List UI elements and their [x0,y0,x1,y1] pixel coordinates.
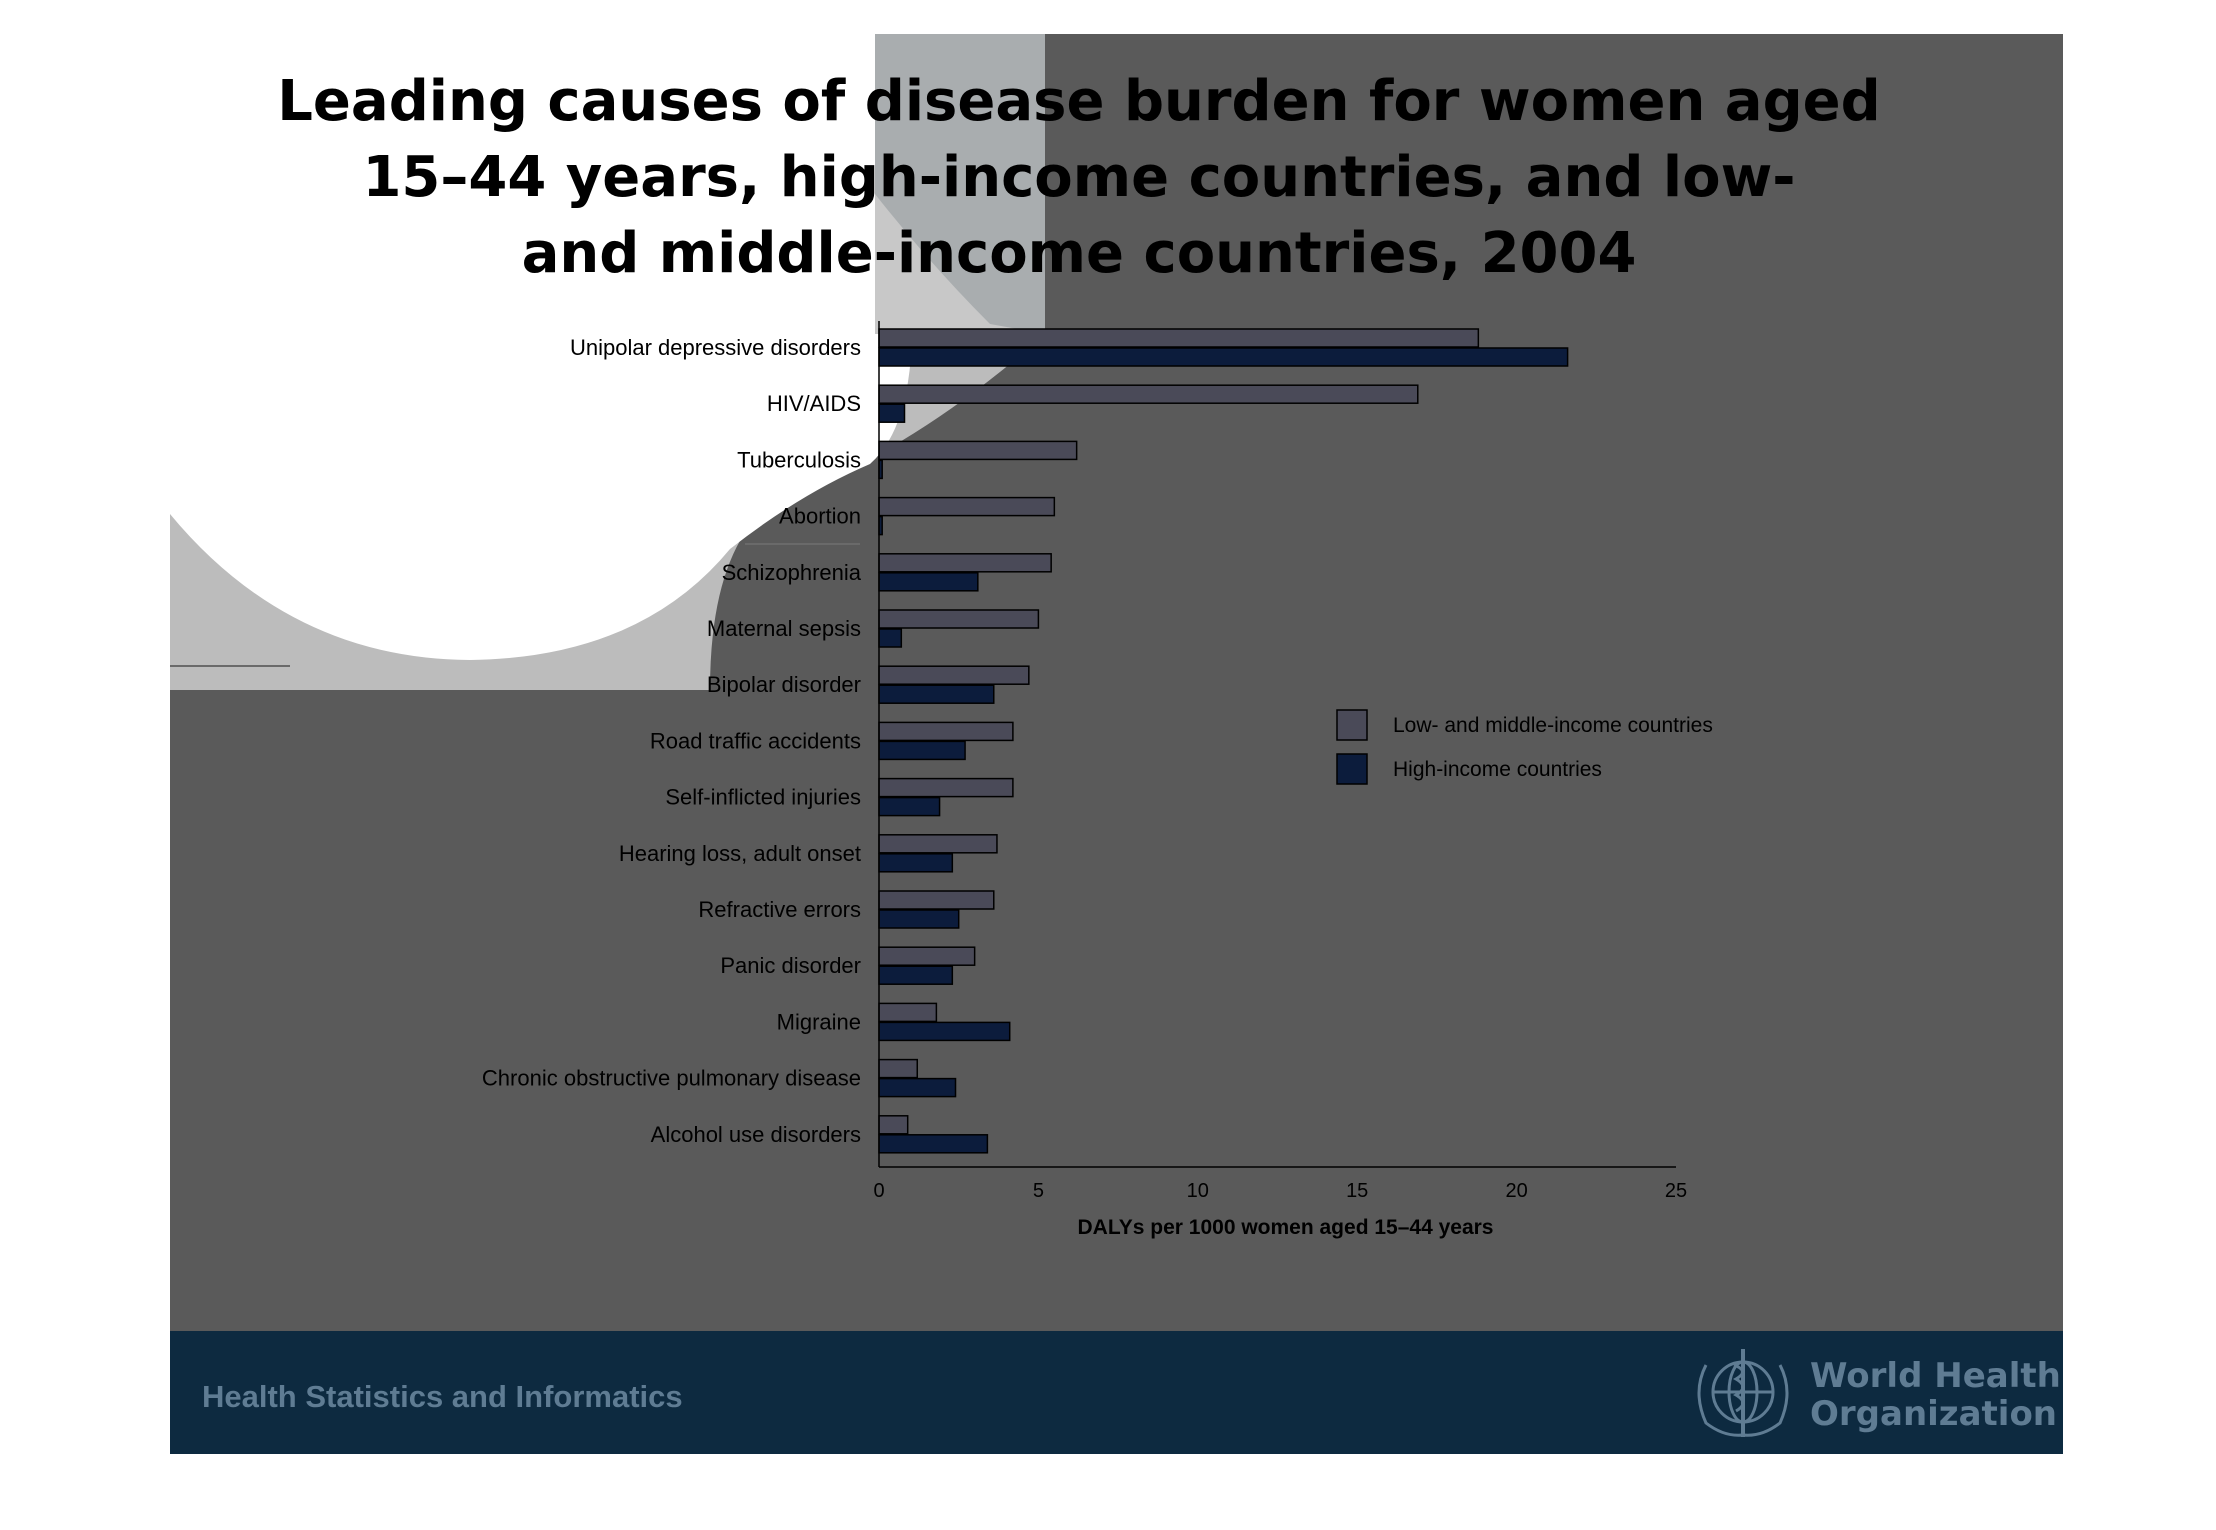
bar-high-income-11 [878,965,954,985]
category-label-2: Tuberculosis [737,447,861,472]
bar-low-middle-income-2 [878,440,1078,461]
x-tick-label-25: 25 [1665,1180,1687,1202]
slide-title: Leading causes of disease burden for wom… [170,64,1988,292]
bar-low-middle-income-9 [878,834,998,854]
bar-low-middle-income-13 [878,1058,919,1079]
category-label-13: Chronic obstructive pulmonary disease [482,1066,861,1091]
bar-low-middle-income-11 [878,946,976,966]
bar-group [878,328,1569,1154]
x-tick-label-10: 10 [1187,1180,1209,1202]
bar-high-income-10 [878,909,960,929]
category-labels: Unipolar depressive disorders HIV/AIDS Tub… [482,335,862,1147]
category-label-11: Panic disorder [720,953,861,978]
bar-low-middle-income-8 [878,777,1014,798]
legend-label-high-income: High-income countries [1393,758,1602,781]
bar-low-middle-income-14 [878,1115,909,1135]
bar-high-income-5 [878,628,903,648]
bar-low-middle-income-7 [878,721,1014,742]
title-line-3: and middle-income countries, 2004 [521,221,1637,286]
who-name-line-1: World Health [1810,1356,2061,1396]
x-tick-label-20: 20 [1505,1180,1527,1202]
x-axis-label: DALYs per 1000 women aged 15–44 years [1078,1216,1494,1239]
bar-low-middle-income-10 [878,890,995,910]
legend-label-low-middle-income: Low- and middle-income countries [1393,714,1713,737]
bar-high-income-1 [878,403,906,423]
category-label-5: Maternal sepsis [707,616,861,641]
category-label-6: Bipolar disorder [707,672,861,697]
bar-low-middle-income-12 [878,1002,938,1023]
bar-high-income-4 [878,572,979,592]
title-line-2: 15–44 years, high-income countries, and … [362,145,1796,210]
bar-high-income-14 [878,1134,989,1154]
bar-high-income-12 [878,1021,1011,1042]
slide: Leading causes of disease burden for wom… [170,34,2063,1454]
category-label-3: Abortion [779,504,861,529]
category-label-12: Migraine [777,1009,861,1034]
category-label-8: Self-inflicted injuries [665,785,861,810]
x-tick-label-5: 5 [1033,1180,1044,1202]
x-tick-labels: 0 5 10 15 20 25 [873,1180,1687,1202]
category-label-14: Alcohol use disorders [651,1122,861,1147]
bar-low-middle-income-6 [878,665,1030,685]
footer-department-text: Health Statistics and Informatics [202,1379,683,1414]
bar-chart: Unipolar depressive disorders HIV/AIDS Tub… [482,321,1713,1239]
category-label-4: Schizophrenia [722,560,862,585]
bar-low-middle-income-5 [878,609,1040,629]
who-name-line-2: Organization [1810,1394,2058,1434]
bar-high-income-6 [878,684,995,704]
category-label-0: Unipolar depressive disorders [570,335,861,360]
who-name: World Health Organization [1810,1357,2061,1433]
title-line-1: Leading causes of disease burden for wom… [277,69,1881,134]
bar-high-income-13 [878,1077,957,1098]
bar-high-income-0 [878,347,1569,367]
bar-high-income-8 [878,796,941,817]
legend-swatch-low-middle-income [1336,709,1368,741]
category-label-1: HIV/AIDS [767,391,861,416]
who-emblem-icon [1697,1349,1789,1437]
bar-high-income-7 [878,740,966,761]
category-label-10: Refractive errors [698,897,861,922]
decorative-curve-graphic [170,34,1045,690]
bar-low-middle-income-4 [878,553,1052,573]
bar-low-middle-income-1 [878,384,1419,404]
x-tick-label-15: 15 [1346,1180,1368,1202]
category-label-9: Hearing loss, adult onset [619,841,861,866]
bar-high-income-9 [878,853,954,873]
legend-swatch-high-income [1336,753,1368,785]
legend: Low- and middle-income countries High-in… [1336,709,1713,785]
decorative-background-shape [170,34,1045,690]
footer-bar: Health Statistics and Informatics World … [170,1331,2063,1454]
x-tick-label-0: 0 [873,1180,884,1202]
bar-low-middle-income-3 [878,496,1056,517]
bar-low-middle-income-0 [878,328,1480,348]
category-label-7: Road traffic accidents [650,728,861,753]
